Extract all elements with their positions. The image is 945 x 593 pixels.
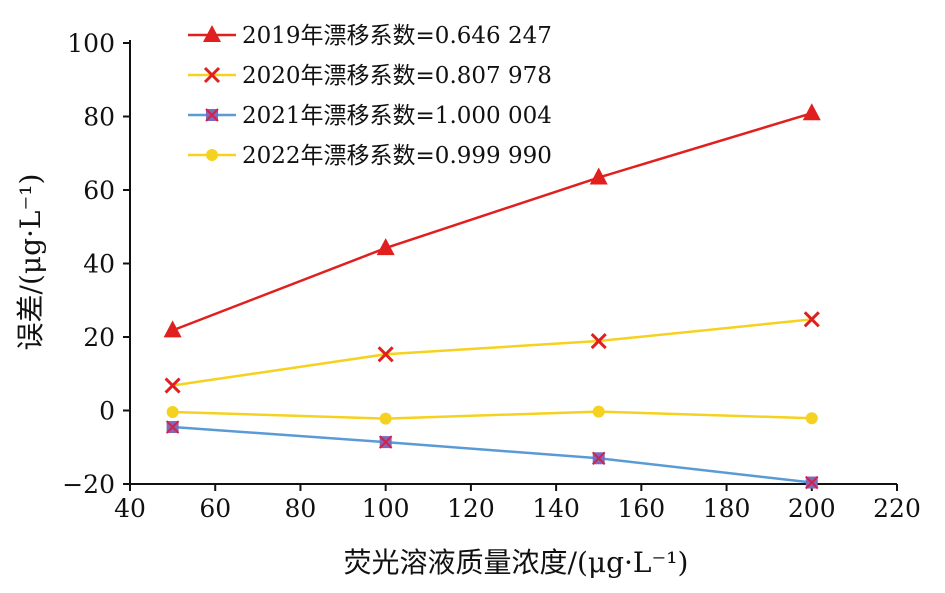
marker-stroke <box>205 108 219 122</box>
y-axis-ticks: 100 80 60 40 20 0 −20 <box>62 29 130 499</box>
legend-label: 2022年漂移系数=0.999 990 <box>242 143 552 169</box>
x-tick-label: 200 <box>788 494 836 523</box>
y-tick-label: 80 <box>83 103 115 132</box>
data-point <box>163 320 182 338</box>
legend-item: 2020年漂移系数=0.807 978 <box>188 63 552 89</box>
marker-stroke <box>378 435 393 449</box>
series-line <box>172 318 812 387</box>
data-point <box>379 412 392 425</box>
y-axis: 100 80 60 40 20 0 −20 <box>62 29 131 499</box>
y-tick-label: 100 <box>67 29 115 58</box>
x-tick-label: 160 <box>617 494 665 523</box>
y-tick-label: −20 <box>62 470 115 499</box>
data-point <box>805 412 818 425</box>
series-2 <box>165 420 819 490</box>
marker-stroke <box>590 332 607 350</box>
data-point <box>589 167 608 185</box>
data-point <box>803 311 820 328</box>
y-tick-label: 20 <box>83 323 115 352</box>
legend-marker <box>205 108 219 122</box>
marker-stroke <box>805 475 819 490</box>
x-tick-label: 80 <box>285 494 317 523</box>
legend-label: 2020年漂移系数=0.807 978 <box>242 63 552 89</box>
x-tick-label: 40 <box>114 494 146 523</box>
legend-item: 2021年漂移系数=1.000 004 <box>188 103 552 129</box>
x-axis: 40 60 80 100 120 140 160 180 200 220 <box>114 483 921 523</box>
data-point <box>592 451 606 465</box>
series-0 <box>163 103 821 338</box>
data-point <box>377 346 394 363</box>
series-line <box>172 425 812 484</box>
x-tick-label: 100 <box>362 494 410 523</box>
data-point <box>378 435 393 449</box>
data-point <box>592 405 605 418</box>
y-tick-label: 40 <box>83 250 115 279</box>
x-tick-label: 140 <box>532 494 580 523</box>
y-tick-label: 60 <box>83 176 115 205</box>
x-axis-title: 荧光溶液质量浓度/(μg·L⁻¹) <box>344 546 689 579</box>
legend-label: 2021年漂移系数=1.000 004 <box>242 103 552 129</box>
legend-item: 2022年漂移系数=0.999 990 <box>188 143 552 169</box>
legend: 2019年漂移系数=0.646 247 2020年漂移系数=0.807 978 20… <box>188 23 552 169</box>
data-point <box>590 332 607 350</box>
series-line <box>172 111 813 332</box>
x-axis-ticks: 40 60 80 100 120 140 160 180 200 220 <box>114 484 921 523</box>
legend-label: 2019年漂移系数=0.646 247 <box>242 23 552 49</box>
data-point <box>805 475 819 490</box>
legend-marker <box>203 66 221 84</box>
data-point <box>164 377 181 394</box>
x-tick-label: 120 <box>447 494 495 523</box>
marker-stroke <box>203 66 221 84</box>
data-point <box>802 103 821 121</box>
x-tick-label: 60 <box>199 494 231 523</box>
series-3 <box>166 405 818 425</box>
x-tick-label: 180 <box>703 494 751 523</box>
y-tick-label: 0 <box>99 397 115 426</box>
legend-marker <box>203 25 221 42</box>
legend-item: 2019年漂移系数=0.646 247 <box>188 23 552 49</box>
series-1 <box>164 311 820 394</box>
data-point <box>376 238 395 256</box>
y-axis-title: 误差/(μg·L⁻¹) <box>14 174 47 351</box>
marker-stroke <box>592 451 606 465</box>
data-point <box>166 405 179 418</box>
marker-stroke <box>165 420 180 434</box>
legend-marker <box>206 149 218 161</box>
data-point <box>165 420 180 434</box>
series-line <box>172 410 812 420</box>
marker-stroke <box>164 377 181 394</box>
marker-stroke <box>377 346 394 363</box>
plot-area <box>163 103 821 490</box>
x-tick-label: 220 <box>873 494 921 523</box>
marker-stroke <box>803 311 820 328</box>
